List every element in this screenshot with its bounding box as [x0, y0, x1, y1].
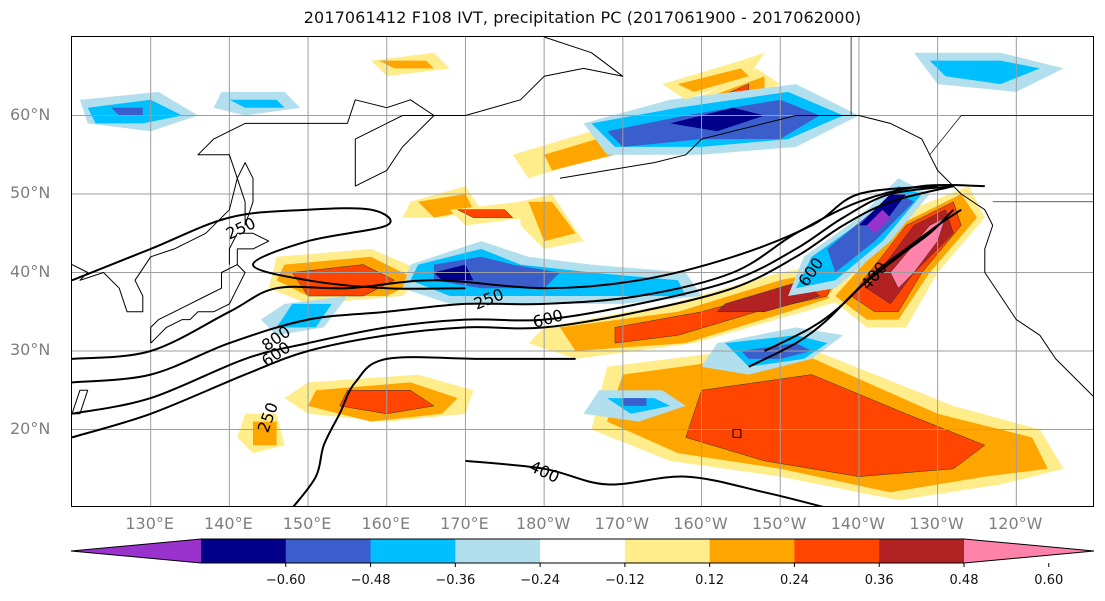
colorbar-segment: [540, 539, 626, 563]
ivt-contour-line: [72, 185, 954, 439]
ivt-contour-line: [72, 207, 466, 290]
ivt-contour-line: [292, 356, 576, 506]
colorbar-tick-label: −0.12: [604, 573, 645, 588]
colorbar-tick-label: 0.48: [949, 573, 979, 588]
latitude-label: 60°N: [10, 104, 51, 124]
colorbar-segment: [201, 539, 287, 563]
colorbar-extend-low: [71, 539, 201, 563]
colorbar-tick-label: −0.24: [520, 573, 561, 588]
latitude-label: 40°N: [10, 261, 51, 281]
colorbar-tick-label: 0.36: [864, 573, 894, 588]
coastline: [228, 232, 270, 265]
latitude-label: 50°N: [10, 183, 51, 202]
map-panel[interactable]: 250 250 600 800 600 250 400 600 400: [71, 36, 1094, 507]
colorbar-tick-label: −0.48: [350, 573, 391, 588]
precip-pc-region: [622, 398, 647, 406]
ivt-contour-line: [72, 185, 938, 360]
ivt-contour-line: [72, 183, 985, 384]
precip-pc-region: [253, 421, 277, 446]
precip-pc-region: [111, 107, 143, 116]
longitude-label: 130°E: [125, 514, 175, 533]
longitude-label: 130°W: [909, 514, 964, 533]
ivt-contour-line: [465, 459, 824, 506]
longitude-label: 150°W: [752, 514, 807, 533]
latitude-label: 20°N: [10, 418, 51, 438]
precip-pc-region: [677, 68, 749, 92]
longitude-label: 120°W: [988, 514, 1043, 533]
longitude-label: 140°W: [830, 514, 886, 533]
longitude-label: 160°W: [673, 514, 728, 533]
longitude-label: 170°W: [594, 514, 650, 533]
precip-pc-region: [929, 60, 1040, 85]
precip-pc-region: [276, 303, 332, 328]
coastline: [72, 37, 624, 313]
ivt-contour-line: [72, 185, 954, 415]
colorbar-segment: [879, 539, 965, 563]
colorbar-tick-label: −0.36: [435, 573, 476, 588]
colorbar-tick-label: 0.60: [1034, 573, 1064, 588]
longitude-label: 150°E: [282, 514, 332, 533]
longitude-label: 140°E: [204, 514, 253, 533]
colorbar-segment: [624, 539, 711, 563]
border-line: [929, 115, 1093, 156]
precip-pc-region: [457, 209, 513, 218]
precip-pc-region: [685, 374, 986, 477]
coastline: [150, 264, 246, 344]
ivt-contour-line: [748, 208, 955, 368]
colorbar-tick-label: 0.12: [695, 573, 725, 588]
colorbar-segment: [455, 539, 541, 563]
colorbar-segment: [794, 539, 880, 563]
precip-pc-region: [866, 209, 891, 234]
colorbar-tick-label: −0.60: [265, 573, 306, 588]
colorbar-segment: [370, 539, 456, 563]
precip-pc-region: [670, 107, 765, 132]
colorbar-tick-label: 0.24: [779, 573, 809, 588]
coastline: [236, 162, 254, 226]
colorbar-segment: [709, 539, 795, 563]
coastline: [559, 138, 702, 179]
precip-pc-region: [827, 194, 914, 273]
coastline: [732, 429, 742, 438]
precip-pc-region: [229, 99, 285, 108]
longitude-label: 170°E: [440, 514, 489, 533]
longitude-label: 160°E: [361, 514, 411, 533]
chart-title: 2017061412 F108 IVT, precipitation PC (2…: [303, 8, 862, 27]
colorbar-segment: [285, 539, 372, 563]
colorbar-outline: [70, 538, 1095, 564]
latitude-label: 30°N: [10, 340, 51, 359]
longitude-label: 180°W: [515, 514, 571, 533]
precip-pc-region: [378, 60, 434, 69]
coastline: [701, 115, 1093, 397]
colorbar-extend-high: [964, 539, 1094, 563]
precip-pc-region: [528, 201, 576, 242]
